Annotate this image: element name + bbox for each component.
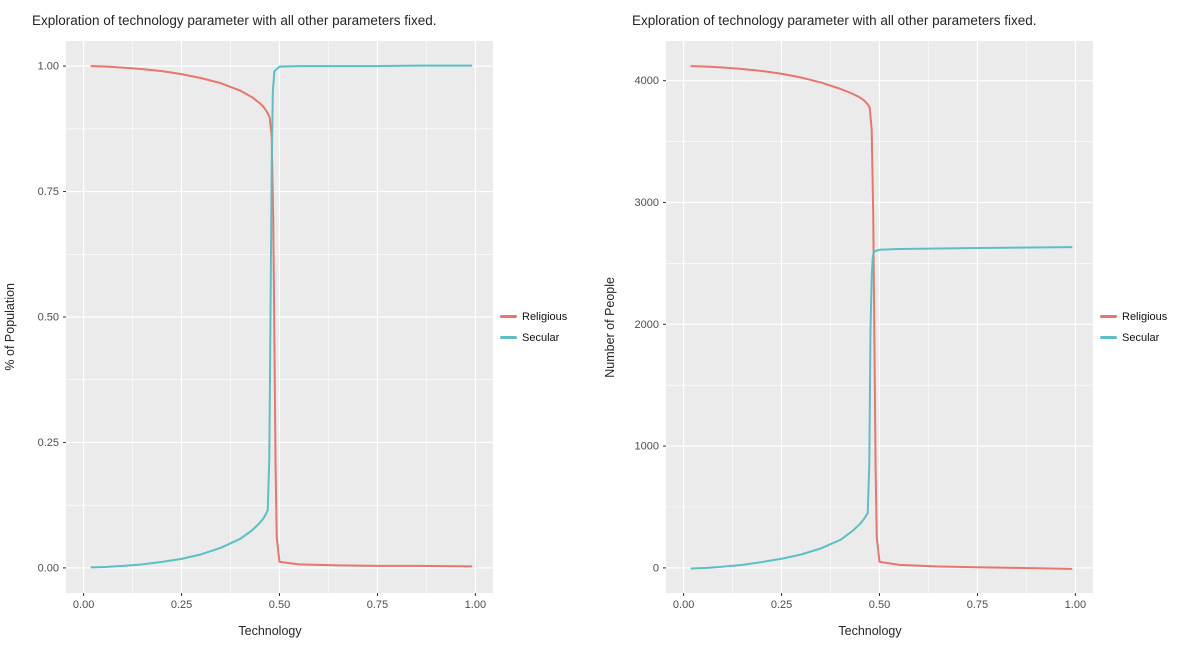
y-tick-label: 4000 [635,75,659,87]
legend-item-secular: Secular [500,332,580,344]
y-tick-label: 0.75 [38,186,59,198]
x-tick-label: 0.25 [171,599,192,611]
x-tick-label: 0.75 [967,599,988,611]
legend: Religious Secular [500,32,580,622]
plot-area: 0.00 0.25 0.50 0.75 1.00 0 1000 2000 3000 4000 [635,41,1093,611]
legend: Religious Secular [1100,32,1180,622]
y-tick-label: 3000 [635,197,659,209]
y-tick-label: 1.00 [38,61,59,73]
x-tick-label: 1.00 [1065,599,1086,611]
x-tick-label: 0.50 [269,599,290,611]
y-tick-label: 0 [653,562,659,574]
chart-title: Exploration of technology parameter with… [632,13,1037,28]
x-tick-label: 0.00 [73,599,94,611]
y-axis-label-text: % of Population [3,283,17,371]
y-axis-label: Number of People [600,32,620,622]
legend-item-secular: Secular [1100,332,1180,344]
chart-percent-population: Exploration of technology parameter with… [0,13,600,638]
series-line-religious [90,65,473,568]
plot-area: 0.00 0.25 0.50 0.75 1.00 0.00 0.25 0.50 0.75 1.00 [38,41,493,611]
legend-label: Religious [1122,310,1168,323]
series-line-secular [690,246,1073,570]
chart-title: Exploration of technology parameter with… [32,13,437,28]
x-tick-label: 0.25 [771,599,792,611]
y-tick-label: 0.50 [38,312,59,324]
chart-body: Number of People 0.00 0.25 0.50 0.75 1.00 0 10… [600,32,1200,622]
y-axis-label: % of Population [0,32,20,622]
y-tick-label: 2000 [635,319,659,331]
x-tick-label: 0.75 [367,599,388,611]
y-tick-label: 0.00 [38,562,59,574]
x-tick-label: 0.50 [869,599,890,611]
x-axis-label: Technology [838,624,902,638]
legend-label: Secular [522,331,560,344]
legend-line-swatch [1100,315,1117,318]
x-tick-label: 1.00 [465,599,486,611]
chart-body: % of Population 0.00 0.25 0.50 0.75 1.00 0.00… [0,32,600,622]
y-axis-label-text: Number of People [603,276,617,378]
legend-item-religious: Religious [1100,311,1180,323]
legend-line-swatch [500,315,517,318]
series-line-secular [90,64,473,569]
legend-line-swatch [500,336,517,339]
series-line-religious [690,65,1073,570]
legend-label: Religious [522,310,568,323]
legend-label: Secular [1122,331,1160,344]
legend-line-swatch [1100,336,1117,339]
legend-item-religious: Religious [500,311,580,323]
x-tick-label: 0.00 [673,599,694,611]
x-axis-label: Technology [238,624,302,638]
y-tick-label: 1000 [635,441,659,453]
y-tick-label: 0.25 [38,437,59,449]
chart-number-of-people: Exploration of technology parameter with… [600,0,1200,655]
